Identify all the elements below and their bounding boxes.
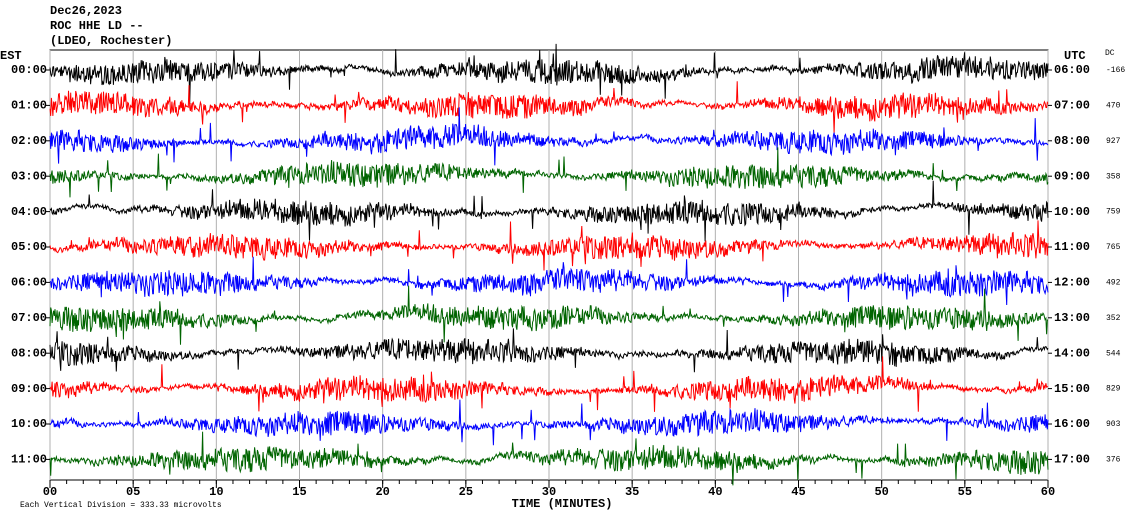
x-axis-label: TIME (MINUTES)	[512, 497, 613, 511]
dc-value: -166	[1106, 66, 1125, 75]
utc-label: 07:00	[1054, 99, 1090, 113]
trace	[49, 285, 1049, 345]
utc-label: 11:00	[1054, 240, 1090, 254]
est-label: 09:00	[11, 382, 47, 396]
dc-value: 927	[1106, 137, 1121, 146]
utc-label: 06:00	[1054, 63, 1090, 77]
left-axis-label: EST	[0, 49, 22, 63]
utc-label: 16:00	[1054, 417, 1090, 431]
utc-label: 08:00	[1054, 134, 1090, 148]
utc-label: 09:00	[1054, 169, 1090, 183]
x-tick-label: 40	[708, 485, 722, 499]
est-label: 04:00	[11, 205, 47, 219]
utc-label: 17:00	[1054, 453, 1090, 467]
dc-value: 358	[1106, 172, 1121, 181]
trace	[49, 220, 1049, 271]
trace	[49, 328, 1049, 373]
dc-value: 829	[1106, 385, 1121, 394]
x-tick-label: 35	[625, 485, 639, 499]
x-tick-label: 60	[1041, 485, 1055, 499]
est-label: 11:00	[11, 453, 47, 467]
utc-label: 12:00	[1054, 276, 1090, 290]
x-tick-label: 00	[43, 485, 57, 499]
est-label: 00:00	[11, 63, 47, 77]
title-line: ROC HHE LD --	[50, 19, 144, 33]
x-tick-label: 15	[292, 485, 306, 499]
x-tick-label: 50	[874, 485, 888, 499]
title-line: (LDEO, Rochester)	[50, 34, 172, 48]
trace	[49, 81, 1049, 133]
x-tick-label: 05	[126, 485, 140, 499]
est-label: 03:00	[11, 169, 47, 183]
est-label: 10:00	[11, 417, 47, 431]
est-label: 01:00	[11, 99, 47, 113]
dc-label: DC	[1105, 49, 1115, 58]
utc-label: 14:00	[1054, 346, 1090, 360]
x-tick-label: 55	[958, 485, 972, 499]
dc-value: 376	[1106, 456, 1121, 465]
trace	[49, 256, 1049, 306]
est-label: 07:00	[11, 311, 47, 325]
trace	[49, 431, 1049, 486]
est-label: 05:00	[11, 240, 47, 254]
footer: Each Vertical Division = 333.33 microvol…	[20, 501, 222, 510]
x-tick-label: 45	[791, 485, 805, 499]
utc-label: 10:00	[1054, 205, 1090, 219]
trace	[49, 43, 1049, 105]
trace	[49, 180, 1049, 242]
dc-value: 903	[1106, 420, 1121, 429]
dc-value: 765	[1106, 243, 1121, 252]
dc-value: 759	[1106, 208, 1121, 217]
utc-label: 15:00	[1054, 382, 1090, 396]
x-tick-label: 20	[375, 485, 389, 499]
right-axis-label: UTC	[1064, 49, 1086, 63]
dc-value: 544	[1106, 349, 1121, 358]
est-label: 02:00	[11, 134, 47, 148]
x-tick-label: 30	[542, 485, 556, 499]
trace	[49, 107, 1049, 166]
dc-value: 492	[1106, 279, 1121, 288]
x-tick-label: 10	[209, 485, 223, 499]
est-label: 06:00	[11, 276, 47, 290]
utc-label: 13:00	[1054, 311, 1090, 325]
trace	[49, 399, 1049, 446]
trace	[49, 356, 1049, 412]
x-tick-label: 25	[459, 485, 473, 499]
dc-value: 470	[1106, 102, 1121, 111]
title-line: Dec26,2023	[50, 4, 122, 18]
trace	[49, 147, 1049, 198]
dc-value: 352	[1106, 314, 1121, 323]
est-label: 08:00	[11, 346, 47, 360]
